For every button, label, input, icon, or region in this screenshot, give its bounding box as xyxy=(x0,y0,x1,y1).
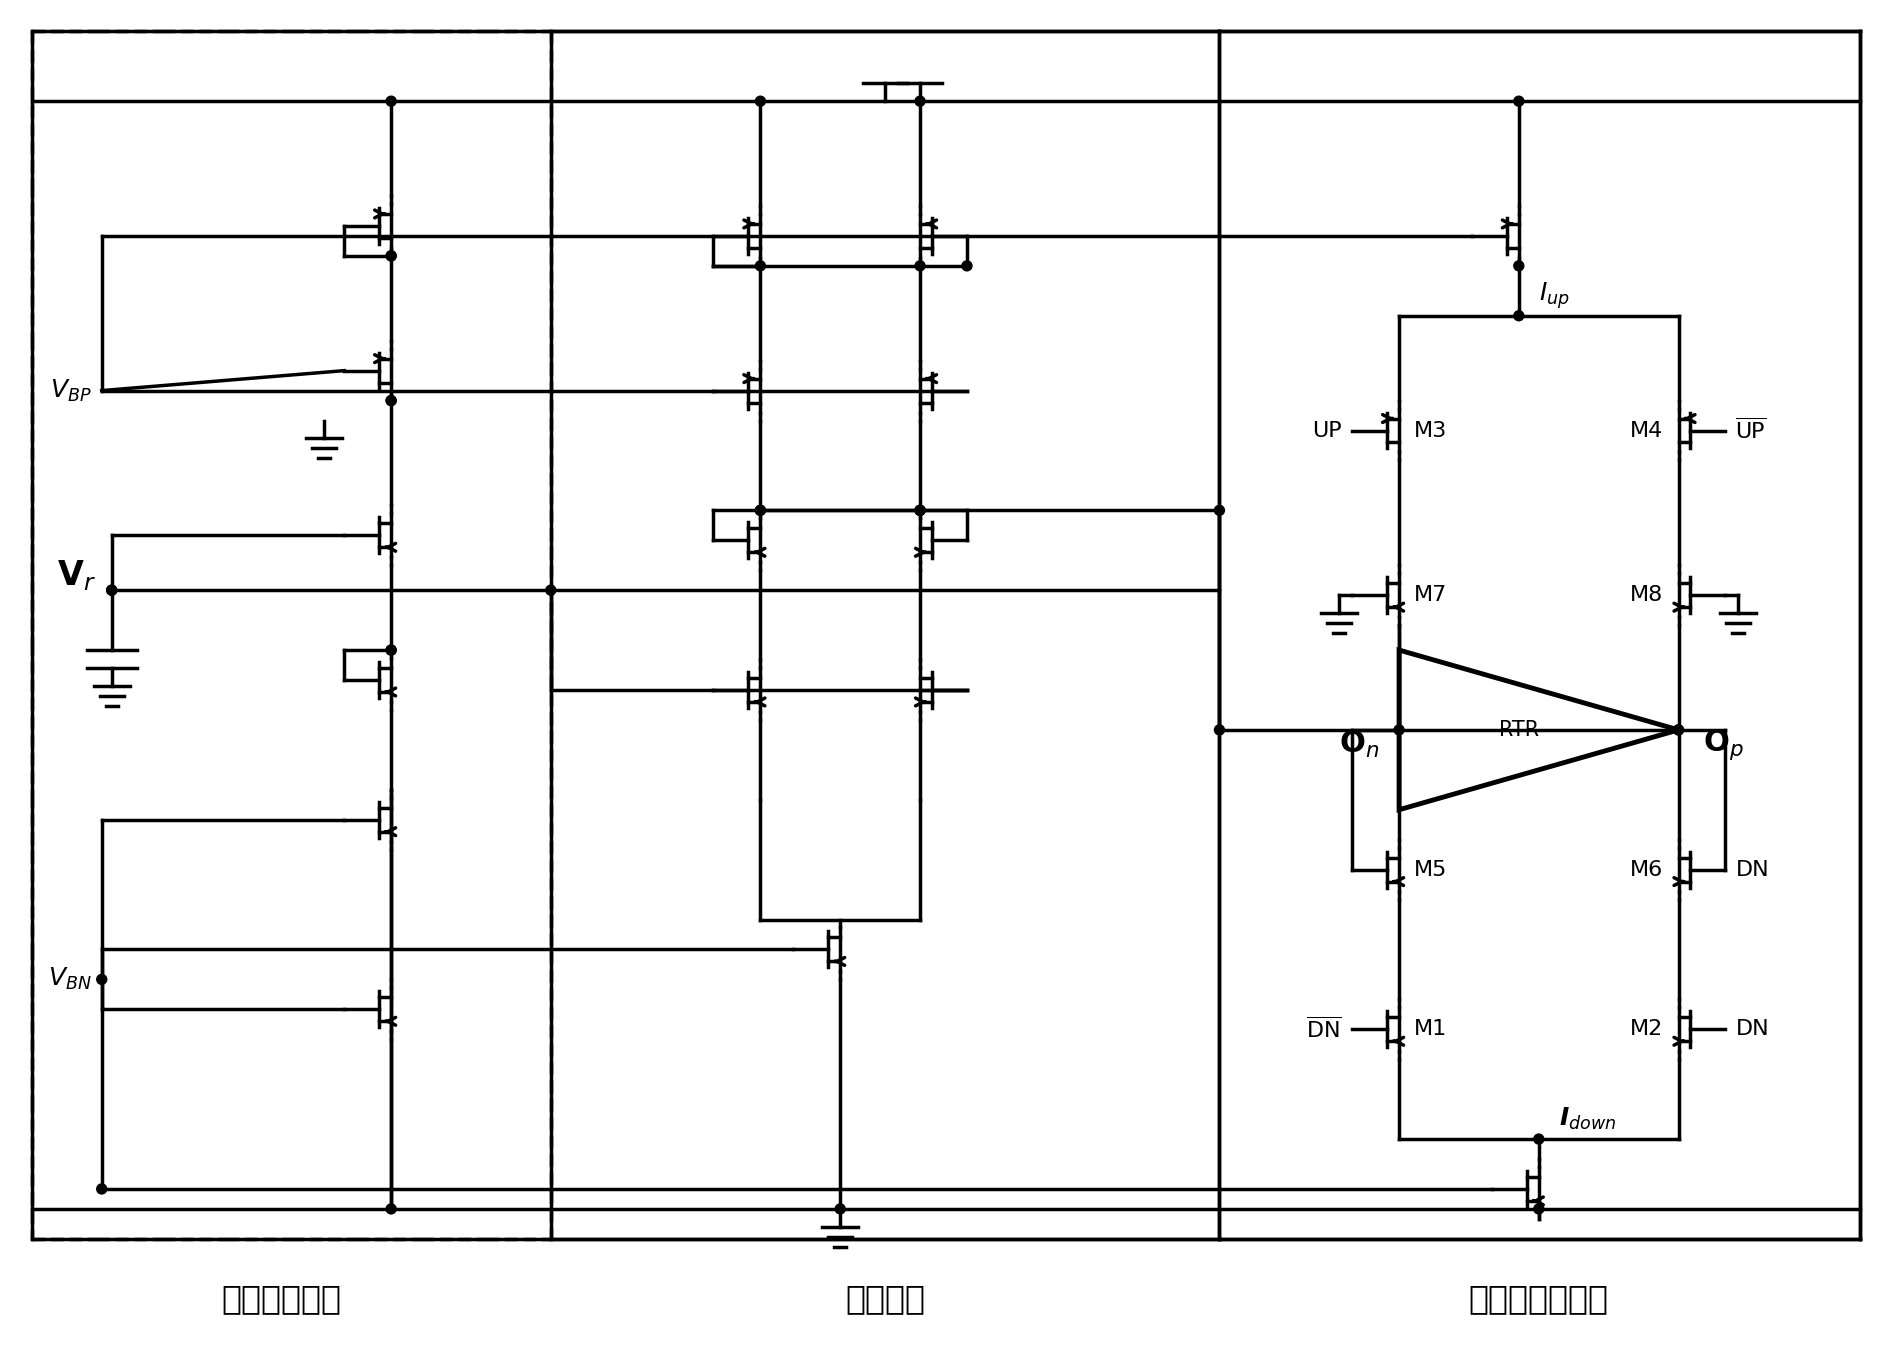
Text: M6: M6 xyxy=(1631,860,1663,880)
Circle shape xyxy=(386,250,395,261)
Circle shape xyxy=(1215,506,1224,515)
Text: M4: M4 xyxy=(1631,420,1663,441)
Text: M5: M5 xyxy=(1413,860,1447,880)
Text: 电荷泵核心电路: 电荷泵核心电路 xyxy=(1468,1282,1608,1315)
Text: M3: M3 xyxy=(1413,420,1447,441)
Text: UP: UP xyxy=(1313,420,1341,441)
Circle shape xyxy=(1215,725,1224,734)
Circle shape xyxy=(755,506,766,515)
Text: V$_{{BN}}$: V$_{{BN}}$ xyxy=(47,967,91,993)
Text: $\overline{\mathrm{UP}}$: $\overline{\mathrm{UP}}$ xyxy=(1735,418,1767,443)
Circle shape xyxy=(755,261,766,271)
Circle shape xyxy=(916,97,925,106)
Circle shape xyxy=(386,645,395,656)
Circle shape xyxy=(386,645,395,656)
Circle shape xyxy=(916,506,925,515)
Circle shape xyxy=(386,1204,395,1214)
Circle shape xyxy=(916,506,925,515)
Text: RTR: RTR xyxy=(1498,719,1538,740)
Circle shape xyxy=(1514,261,1523,271)
Text: DN: DN xyxy=(1735,860,1769,880)
Text: DN: DN xyxy=(1735,1019,1769,1039)
Circle shape xyxy=(386,97,395,106)
Text: O$_p$: O$_p$ xyxy=(1703,728,1744,763)
Circle shape xyxy=(1514,310,1523,321)
Circle shape xyxy=(106,585,117,596)
Circle shape xyxy=(386,396,395,405)
Text: M2: M2 xyxy=(1631,1019,1663,1039)
Circle shape xyxy=(916,261,925,271)
Text: I$_{down}$: I$_{down}$ xyxy=(1559,1106,1616,1133)
Circle shape xyxy=(96,1185,106,1194)
Text: M8: M8 xyxy=(1631,585,1663,605)
Circle shape xyxy=(1394,725,1404,734)
Circle shape xyxy=(1674,725,1684,734)
Circle shape xyxy=(96,974,106,985)
Circle shape xyxy=(834,1204,846,1214)
Circle shape xyxy=(1534,1204,1544,1214)
Text: I$_{up}$: I$_{up}$ xyxy=(1538,280,1570,311)
Circle shape xyxy=(1514,97,1523,106)
Text: O$_n$: O$_n$ xyxy=(1340,729,1379,760)
Circle shape xyxy=(386,250,395,261)
Circle shape xyxy=(1534,1134,1544,1144)
Circle shape xyxy=(755,506,766,515)
Text: V$_{{BP}}$: V$_{{BP}}$ xyxy=(49,378,91,404)
Text: 反馈网络: 反馈网络 xyxy=(846,1282,925,1315)
Circle shape xyxy=(755,97,766,106)
Circle shape xyxy=(916,506,925,515)
Circle shape xyxy=(961,261,972,271)
Circle shape xyxy=(545,585,556,596)
Circle shape xyxy=(1674,725,1684,734)
Circle shape xyxy=(386,396,395,405)
Text: V$_r$: V$_r$ xyxy=(57,558,96,593)
Text: M1: M1 xyxy=(1413,1019,1447,1039)
Text: 复制偏置电路: 复制偏置电路 xyxy=(221,1282,341,1315)
Circle shape xyxy=(106,585,117,596)
Text: M7: M7 xyxy=(1413,585,1447,605)
Text: $\overline{\mathrm{DN}}$: $\overline{\mathrm{DN}}$ xyxy=(1305,1017,1341,1042)
